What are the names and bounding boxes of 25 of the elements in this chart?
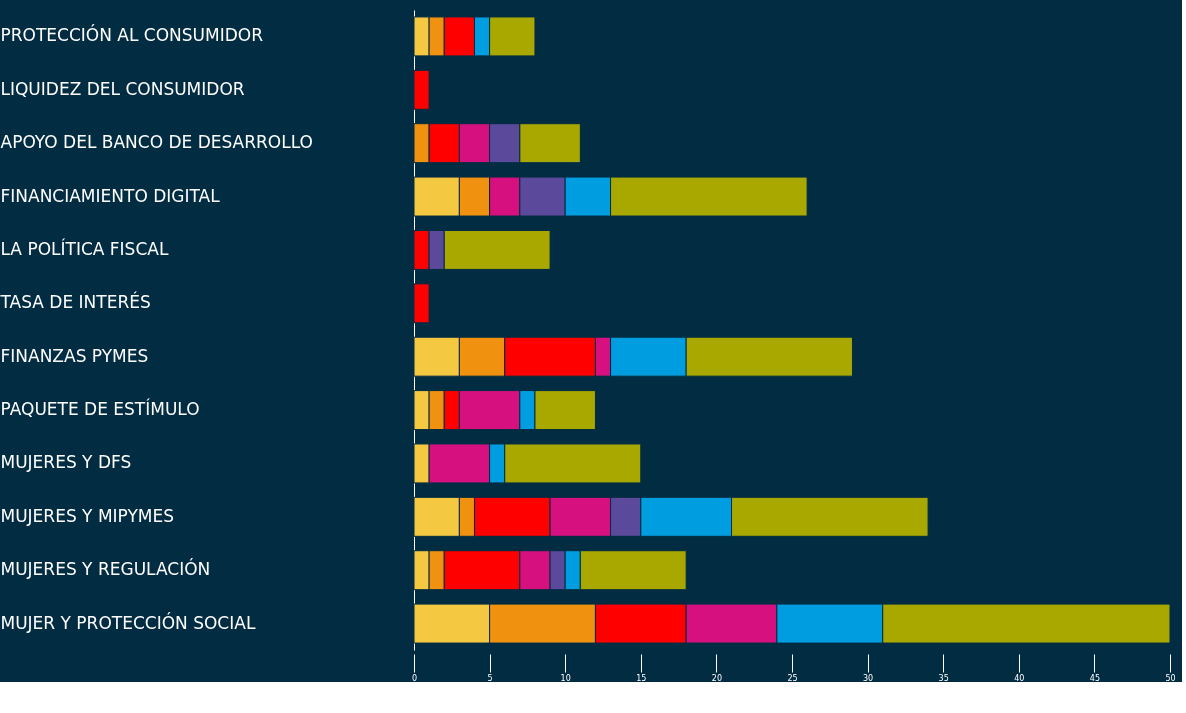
x-tick-label: 35 — [938, 673, 949, 683]
y-tick-label: LA POLÍTICA FISCAL — [0, 237, 169, 259]
x-tick-label: 30 — [863, 673, 874, 683]
x-tick-label: 5 — [487, 673, 493, 683]
y-tick-label: MUJERES Y DFS — [0, 452, 132, 473]
y-tick-label: MUJERES Y REGULACIÓN — [0, 558, 211, 580]
y-tick-label: TASA DE INTERÉS — [0, 291, 151, 313]
y-tick-label: APOYO DEL BANCO DE DESARROLLO — [0, 132, 313, 153]
y-tick-label: FINANZAS PYMES — [0, 345, 149, 366]
x-tick-label: 45 — [1089, 673, 1100, 683]
x-tick-label: 50 — [1165, 673, 1176, 683]
bar — [413, 283, 430, 324]
bar — [413, 69, 430, 110]
x-tick-label: 0 — [411, 673, 418, 683]
x-tick-label: 15 — [636, 673, 647, 683]
x-tick-label: 20 — [711, 673, 722, 683]
y-tick-label: FINANCIAMIENTO DIGITAL — [0, 185, 221, 206]
y-tick-label: PROTECCIÓN AL CONSUMIDOR — [0, 24, 264, 46]
y-tick-label: MUJERES Y MIPYMES — [0, 505, 175, 526]
y-tick-label: PAQUETE DE ESTÍMULO — [0, 398, 200, 420]
x-tick-label: 25 — [787, 673, 798, 683]
x-tick-label: 10 — [560, 673, 571, 683]
x-tick-label: 40 — [1014, 673, 1025, 683]
y-tick-label: MUJER Y PROTECCIÓN SOCIAL — [0, 611, 256, 633]
y-tick-label: LIQUIDEZ DEL CONSUMIDOR — [0, 78, 245, 99]
